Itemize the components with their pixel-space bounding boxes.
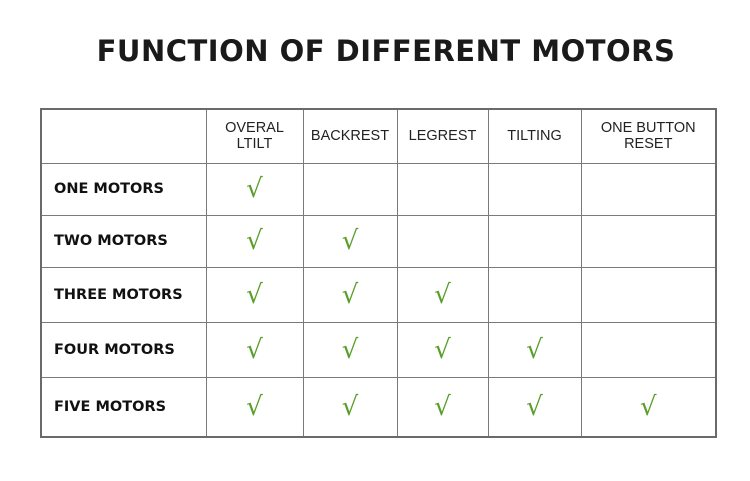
table-cell: √ <box>205 214 304 268</box>
table-cell: √ <box>302 266 398 323</box>
row-label: ONE MOTORS <box>40 162 207 216</box>
motor-function-table: OVERAL LTILT BACKREST LEGREST TILTING ONE BU… <box>40 108 717 438</box>
checkmark-icon: √ <box>434 334 451 365</box>
row-label: FOUR MOTORS <box>40 321 207 378</box>
table-cell: √ <box>302 321 398 378</box>
checkmark-icon: √ <box>341 279 359 310</box>
table-cell: √ <box>396 266 489 323</box>
table-cell <box>580 266 717 323</box>
column-header: OVERAL LTILT <box>205 108 304 164</box>
table-cell: √ <box>396 321 489 378</box>
table-row: FIVE MOTORS √ √ √ √ √ <box>40 376 717 438</box>
table-cell <box>580 321 717 378</box>
checkmark-icon: √ <box>246 279 263 310</box>
checkmark-icon: √ <box>526 391 543 422</box>
row-label: TWO MOTORS <box>40 214 207 268</box>
table-cell: √ <box>487 321 582 378</box>
table-row: TWO MOTORS √ √ <box>40 214 717 268</box>
table-cell: √ <box>487 376 582 438</box>
row-label: FIVE MOTORS <box>40 376 207 438</box>
table-cell: √ <box>205 321 304 378</box>
table-cell: √ <box>205 162 304 216</box>
table-cell: √ <box>205 376 304 438</box>
table-row: THREE MOTORS √ √ √ <box>40 266 717 323</box>
checkmark-icon: √ <box>341 226 359 256</box>
header-row: OVERAL LTILT BACKREST LEGREST TILTING ONE BU… <box>40 108 717 164</box>
row-label: THREE MOTORS <box>40 266 207 323</box>
header-corner <box>40 108 207 164</box>
table-cell <box>487 214 582 268</box>
table-cell: √ <box>205 266 304 323</box>
table-cell <box>487 266 582 323</box>
checkmark-icon: √ <box>246 334 263 365</box>
checkmark-icon: √ <box>434 391 451 422</box>
table-cell <box>396 214 489 268</box>
table-cell <box>580 214 717 268</box>
table-cell: √ <box>302 214 398 268</box>
table-cell <box>580 162 717 216</box>
checkmark-icon: √ <box>526 334 543 365</box>
table-cell: √ <box>580 376 717 438</box>
table-cell <box>302 162 398 216</box>
column-header: TILTING <box>487 108 582 164</box>
column-header: LEGREST <box>396 108 489 164</box>
checkmark-icon: √ <box>341 334 359 365</box>
checkmark-icon: √ <box>246 174 263 204</box>
table-cell <box>487 162 582 216</box>
checkmark-icon: √ <box>246 226 263 256</box>
table-cell <box>396 162 489 216</box>
page-title: FUNCTION OF DIFFERENT MOTORS <box>96 34 676 68</box>
table-row: ONE MOTORS √ <box>40 162 717 216</box>
table-row: FOUR MOTORS √ √ √ √ <box>40 321 717 378</box>
table-cell: √ <box>302 376 398 438</box>
checkmark-icon: √ <box>341 391 359 422</box>
table-cell: √ <box>396 376 489 438</box>
checkmark-icon: √ <box>246 391 263 422</box>
column-header: BACKREST <box>302 108 398 164</box>
checkmark-icon: √ <box>434 279 451 310</box>
column-header: ONE BUTTON RESET <box>580 108 717 164</box>
checkmark-icon: √ <box>639 391 657 422</box>
